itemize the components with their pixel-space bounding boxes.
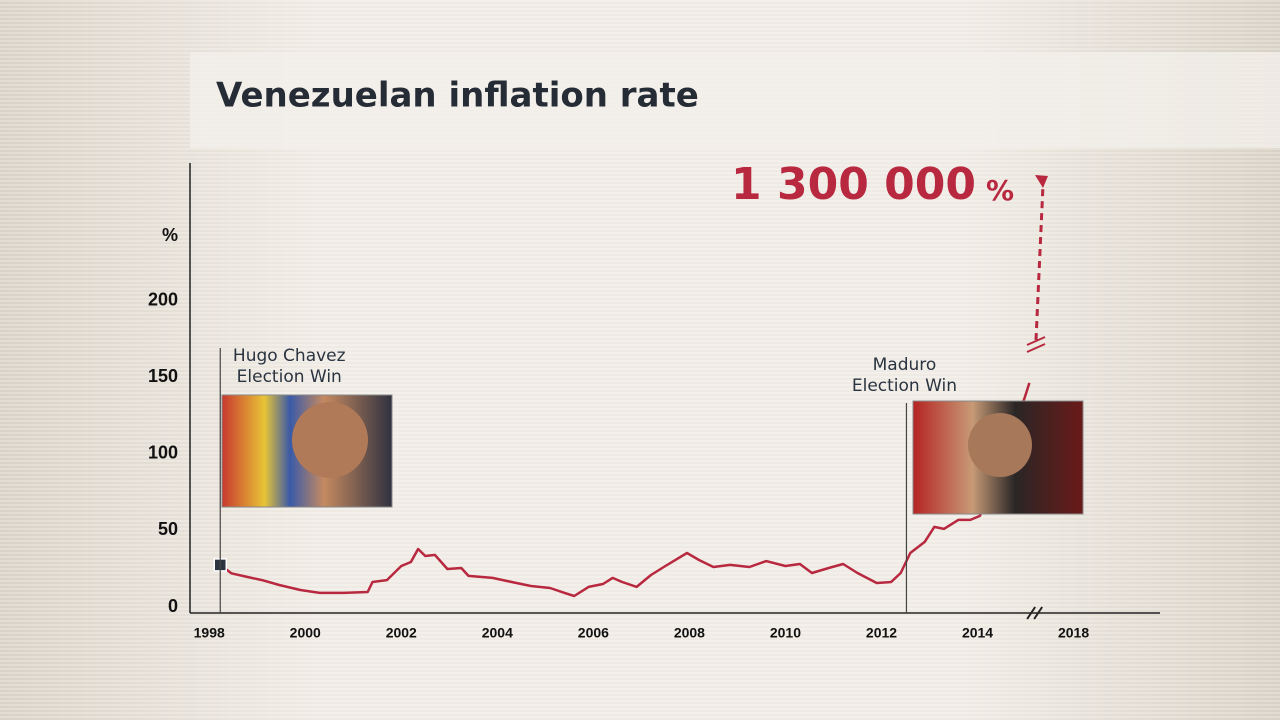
y-tick-label: 0 (168, 596, 178, 616)
peak-arrow (1034, 184, 1045, 341)
chavez-photo-face (292, 402, 368, 478)
axis-break-stroke (1026, 606, 1036, 620)
y-tick-label: 200 (148, 290, 178, 310)
x-tick-label: 2014 (962, 625, 993, 641)
x-tick-label: 2018 (1058, 625, 1089, 641)
x-tick-label: 2010 (770, 625, 801, 641)
x-tick-label: 2012 (866, 625, 897, 641)
peak-unit: % (986, 174, 1014, 207)
peak-arrowhead (1035, 175, 1048, 188)
event-label: Election Win (237, 367, 342, 387)
line-break-mark (1026, 336, 1046, 353)
x-tick-label: 2000 (290, 625, 321, 641)
y-tick-label: 150 (148, 366, 178, 386)
y-axis-label: % (162, 225, 178, 245)
y-tick-label: 100 (148, 443, 178, 463)
inflation-line (219, 382, 1031, 598)
x-tick-label: 2008 (674, 625, 705, 641)
event-label: Election Win (852, 376, 957, 396)
x-tick-label: 2006 (578, 625, 609, 641)
event-label: Hugo Chavez (233, 346, 346, 366)
x-tick-label: 2002 (386, 625, 417, 641)
axis-break-stroke (1033, 606, 1043, 620)
x-tick-label: 2004 (482, 625, 513, 641)
chart-title: Venezuelan inflation rate (216, 76, 699, 116)
x-tick-label: 1998 (194, 625, 225, 641)
peak-value: 1 300 000 (731, 159, 976, 210)
event-label: Maduro (873, 355, 937, 375)
maduro-photo-face (968, 413, 1032, 477)
axis-break-mark (1026, 606, 1043, 620)
title-band (190, 52, 1280, 148)
y-tick-label: 50 (158, 519, 178, 539)
